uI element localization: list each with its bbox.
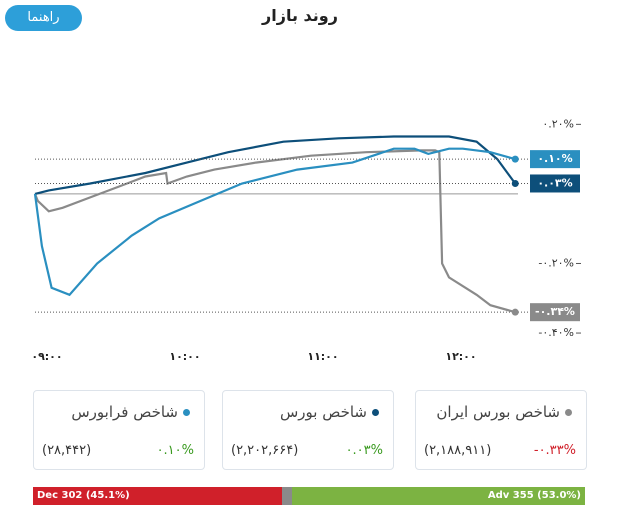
- legend-label: شاخص بورس: [279, 403, 367, 421]
- index-value: (۲,۱۸۸,۹۱۱): [424, 443, 492, 458]
- chart: ۰.۲۰% -۰.۲۰% -۰.۴۰% ۰۹:۰۰ ۱۰:۰۰ ۱۱:۰۰ ۱۲:۰۰ -۰.…: [31, 117, 581, 363]
- title: روند بازار: [262, 6, 338, 25]
- y-tick-label: ۰.۲۰%: [542, 117, 574, 130]
- series-line: [33, 149, 516, 314]
- end-dot: [511, 179, 519, 187]
- legend-label: شاخص بورس ایران: [436, 403, 560, 421]
- index-change: -۰.۳۳%: [533, 443, 576, 458]
- index-value: (۲,۲۰۲,۶۶۴): [231, 443, 299, 458]
- x-tick-label: ۰۹:۰۰: [31, 350, 62, 363]
- y-tick-label: -۰.۲۰%: [538, 256, 574, 269]
- index-card: شاخص بورس ایران (۲,۱۸۸,۹۱۱) -۰.۳۳%: [415, 390, 587, 470]
- end-tag: [530, 174, 580, 193]
- index-name: شاخص بورس ایران: [436, 403, 572, 421]
- end-tag: [530, 303, 580, 322]
- x-tick-label: ۱۲:۰۰: [445, 350, 476, 363]
- series-line: [34, 135, 517, 195]
- legend-dot: [372, 409, 379, 416]
- y-tick-label: -۰.۴۰%: [538, 326, 574, 339]
- x-tick-label: ۱۱:۰۰: [307, 350, 338, 363]
- legend-dot: [183, 409, 190, 416]
- legend-label: شاخص فرابورس: [71, 403, 178, 421]
- end-tag: [530, 150, 580, 169]
- advancing-bar: Adv 355 (53.0%): [292, 487, 585, 505]
- index-value: (۲۸,۴۴۲): [42, 443, 92, 458]
- declining-bar: Dec 302 (45.1%): [33, 487, 282, 505]
- index-name: شاخص فرابورس: [71, 403, 190, 421]
- breadth-bar: Dec 302 (45.1%) Adv 355 (53.0%): [33, 487, 585, 505]
- help-button[interactable]: راهنما: [5, 5, 82, 31]
- end-dot: [511, 155, 519, 163]
- end-dot: [511, 308, 519, 316]
- index-card: شاخص فرابورس (۲۸,۴۴۲) ۰.۱۰%: [33, 390, 205, 470]
- end-tag-label: ۰.۰۳%: [537, 176, 572, 189]
- index-name: شاخص بورس: [280, 403, 379, 421]
- end-tag-label: ۰.۱۰%: [537, 152, 572, 165]
- series-line: [33, 147, 516, 297]
- x-tick-label: ۱۰:۰۰: [169, 350, 200, 363]
- end-tag-label: -۰.۳۴%: [535, 305, 575, 318]
- legend-dot: [565, 409, 572, 416]
- index-change: ۰.۰۳%: [345, 443, 383, 458]
- index-change: ۰.۱۰%: [156, 443, 194, 458]
- index-card: شاخص بورس (۲,۲۰۲,۶۶۴) ۰.۰۳%: [222, 390, 394, 470]
